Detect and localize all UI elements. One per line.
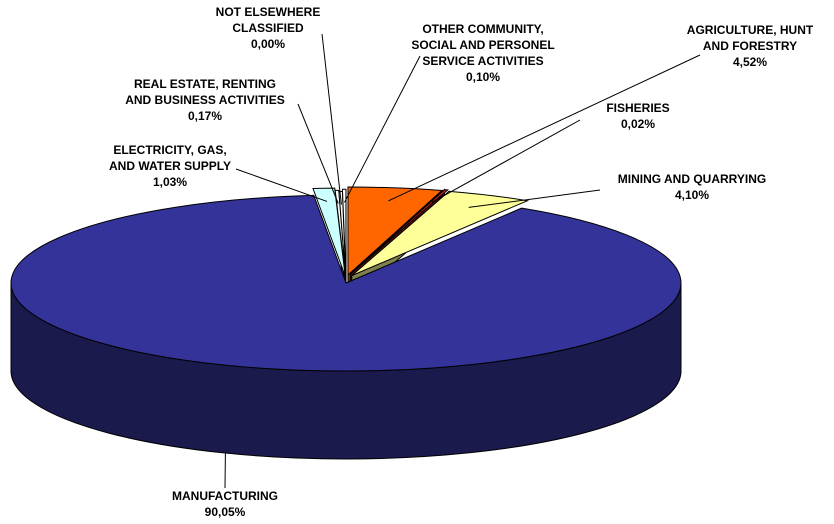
- slice-label-not-elsewhere-classified: NOT ELSEWHERE CLASSIFIED 0,00%: [216, 5, 321, 51]
- slice-value: 4,10%: [675, 188, 709, 202]
- pie-slice-manufacturing: [10, 194, 682, 372]
- slice-label-line: MINING AND QUARRYING: [618, 172, 766, 186]
- leader-line-real-estate-renting-and-business-activities: [297, 103, 339, 204]
- leader-line-other-community-social-and-personel-service-activities: [344, 55, 421, 203]
- pie-tops: [10, 186, 682, 372]
- slice-label-line: AND WATER SUPPLY: [109, 159, 231, 173]
- slice-label-fisheries: FISHERIES 0,02%: [606, 101, 669, 131]
- pie-slice-agriculture-hunt-and-forestry: [347, 186, 444, 277]
- slice-label-line: MANUFACTURING: [172, 489, 278, 503]
- slice-value: 0,10%: [466, 70, 500, 84]
- slice-label-line: OTHER COMMUNITY,: [422, 22, 543, 36]
- slice-value: 1,03%: [153, 175, 187, 189]
- slice-label-line: FISHERIES: [606, 101, 669, 115]
- leader-line-agriculture-hunt-and-forestry: [388, 54, 701, 202]
- slice-label-mining-and-quarrying: MINING AND QUARRYING 4,10%: [618, 172, 766, 202]
- slice-label-manufacturing: MANUFACTURING 90,05%: [172, 489, 278, 519]
- slice-value: 0,02%: [621, 117, 655, 131]
- slice-label-line: AGRICULTURE, HUNT: [687, 23, 814, 37]
- slice-labels: AGRICULTURE, HUNT AND FORESTRY 4,52% FISHER…: [109, 5, 814, 519]
- slice-value: 0,17%: [188, 109, 222, 123]
- slice-label-line: NOT ELSEWHERE: [216, 5, 321, 19]
- pie-slice-real-estate-renting-and-business-activities: [334, 189, 347, 279]
- slice-value: 90,05%: [205, 505, 246, 519]
- leader-line-mining-and-quarrying: [468, 189, 601, 208]
- slice-label-line: SOCIAL AND PERSONEL: [411, 38, 554, 52]
- pie-slice-fisheries: [350, 189, 450, 275]
- slice-label-real-estate-renting-and-business-activities: REAL ESTATE, RENTING AND BUSINESS ACTIVIT…: [125, 77, 285, 123]
- slice-label-line: CLASSIFIED: [232, 21, 304, 35]
- leader-lines: [224, 33, 701, 489]
- pie-slice-other-community-social-and-personel-service-activities: [341, 188, 347, 278]
- leader-line-not-elsewhere-classified: [321, 33, 342, 205]
- slice-label-line: AND FORESTRY: [703, 39, 797, 53]
- slice-label-line: SERVICE ACTIVITIES: [422, 54, 543, 68]
- leader-line-fisheries: [431, 119, 581, 203]
- slice-label-other-community-social-and-personel-service-activities: OTHER COMMUNITY, SOCIAL AND PERSONEL SERVI…: [411, 22, 554, 84]
- slice-value: 0,00%: [251, 37, 285, 51]
- slice-label-line: AND BUSINESS ACTIVITIES: [125, 93, 285, 107]
- slice-label-line: ELECTRICITY, GAS,: [113, 143, 226, 157]
- pie-slice-mining-and-quarrying: [351, 190, 530, 277]
- leader-line-electricity-gas-and-water-supply: [235, 168, 328, 202]
- slice-label-electricity-gas-and-water-supply: ELECTRICITY, GAS, AND WATER SUPPLY 1,03%: [109, 143, 231, 189]
- slice-label-agriculture-hunt-and-forestry: AGRICULTURE, HUNT AND FORESTRY 4,52%: [687, 23, 814, 69]
- slice-label-line: REAL ESTATE, RENTING: [134, 77, 276, 91]
- slice-value: 4,52%: [733, 55, 767, 69]
